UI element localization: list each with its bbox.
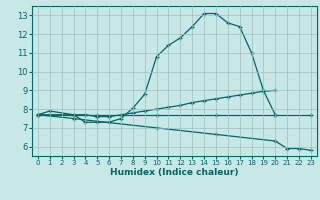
X-axis label: Humidex (Indice chaleur): Humidex (Indice chaleur) — [110, 168, 239, 177]
